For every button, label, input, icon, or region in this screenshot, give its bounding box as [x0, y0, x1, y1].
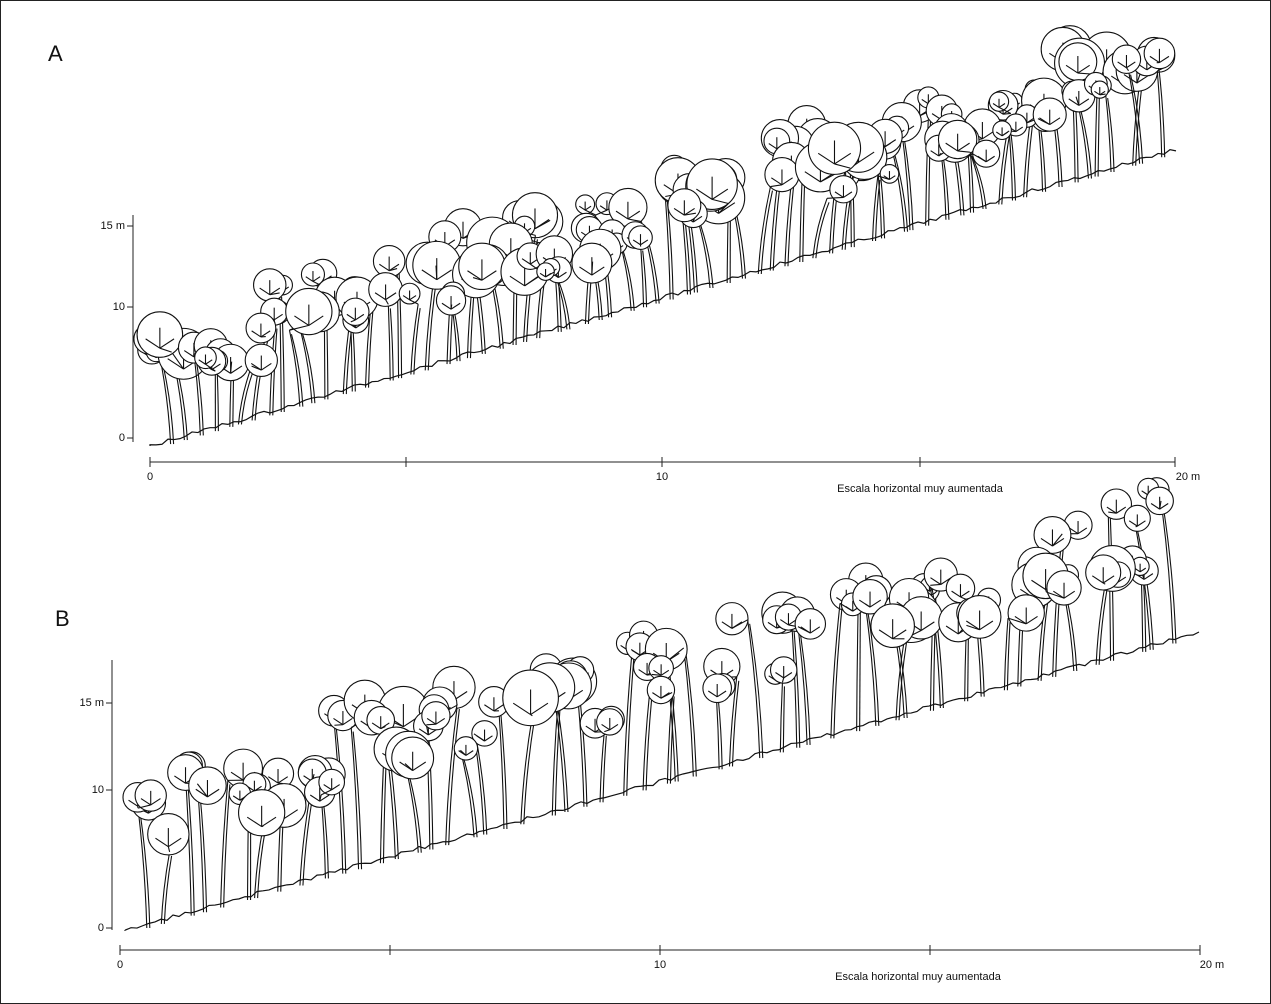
figure: A 15 m 10 0 0 10 20 m Escala horizontal muy aum… — [0, 0, 1271, 1004]
branch — [451, 305, 452, 310]
axis-caption: Escala horizontal muy aumentada — [835, 971, 1002, 983]
branch — [1003, 113, 1011, 114]
x-tick-label: 0 — [117, 959, 123, 971]
x-tick-label: 10 — [654, 959, 666, 971]
y-tick-label: 10 — [92, 784, 104, 796]
x-tick-label: 20 m — [1200, 959, 1224, 971]
y-tick-label: 0 — [119, 432, 125, 444]
branch — [1140, 571, 1141, 572]
stem — [968, 629, 969, 701]
axis-caption: Escala horizontal muy aumentada — [837, 483, 1004, 495]
x-tick-label: 0 — [147, 471, 153, 483]
branch — [334, 725, 342, 726]
stem — [860, 598, 861, 732]
y-tick-label: 0 — [98, 922, 104, 934]
branch — [1100, 94, 1106, 95]
x-tick-label: 10 — [656, 471, 668, 483]
y-tick-label: 10 — [113, 301, 125, 313]
branch — [1136, 526, 1138, 527]
panel-label: A — [48, 41, 63, 66]
branch — [716, 696, 717, 697]
branch — [436, 266, 437, 280]
y-tick-label: 15 m — [80, 697, 104, 709]
y-tick-label: 15 m — [101, 220, 125, 232]
frame — [1, 1, 1271, 1004]
branch — [592, 262, 593, 275]
panel-label: B — [55, 606, 70, 631]
x-tick-label: 20 m — [1176, 471, 1200, 483]
branch — [426, 724, 436, 725]
